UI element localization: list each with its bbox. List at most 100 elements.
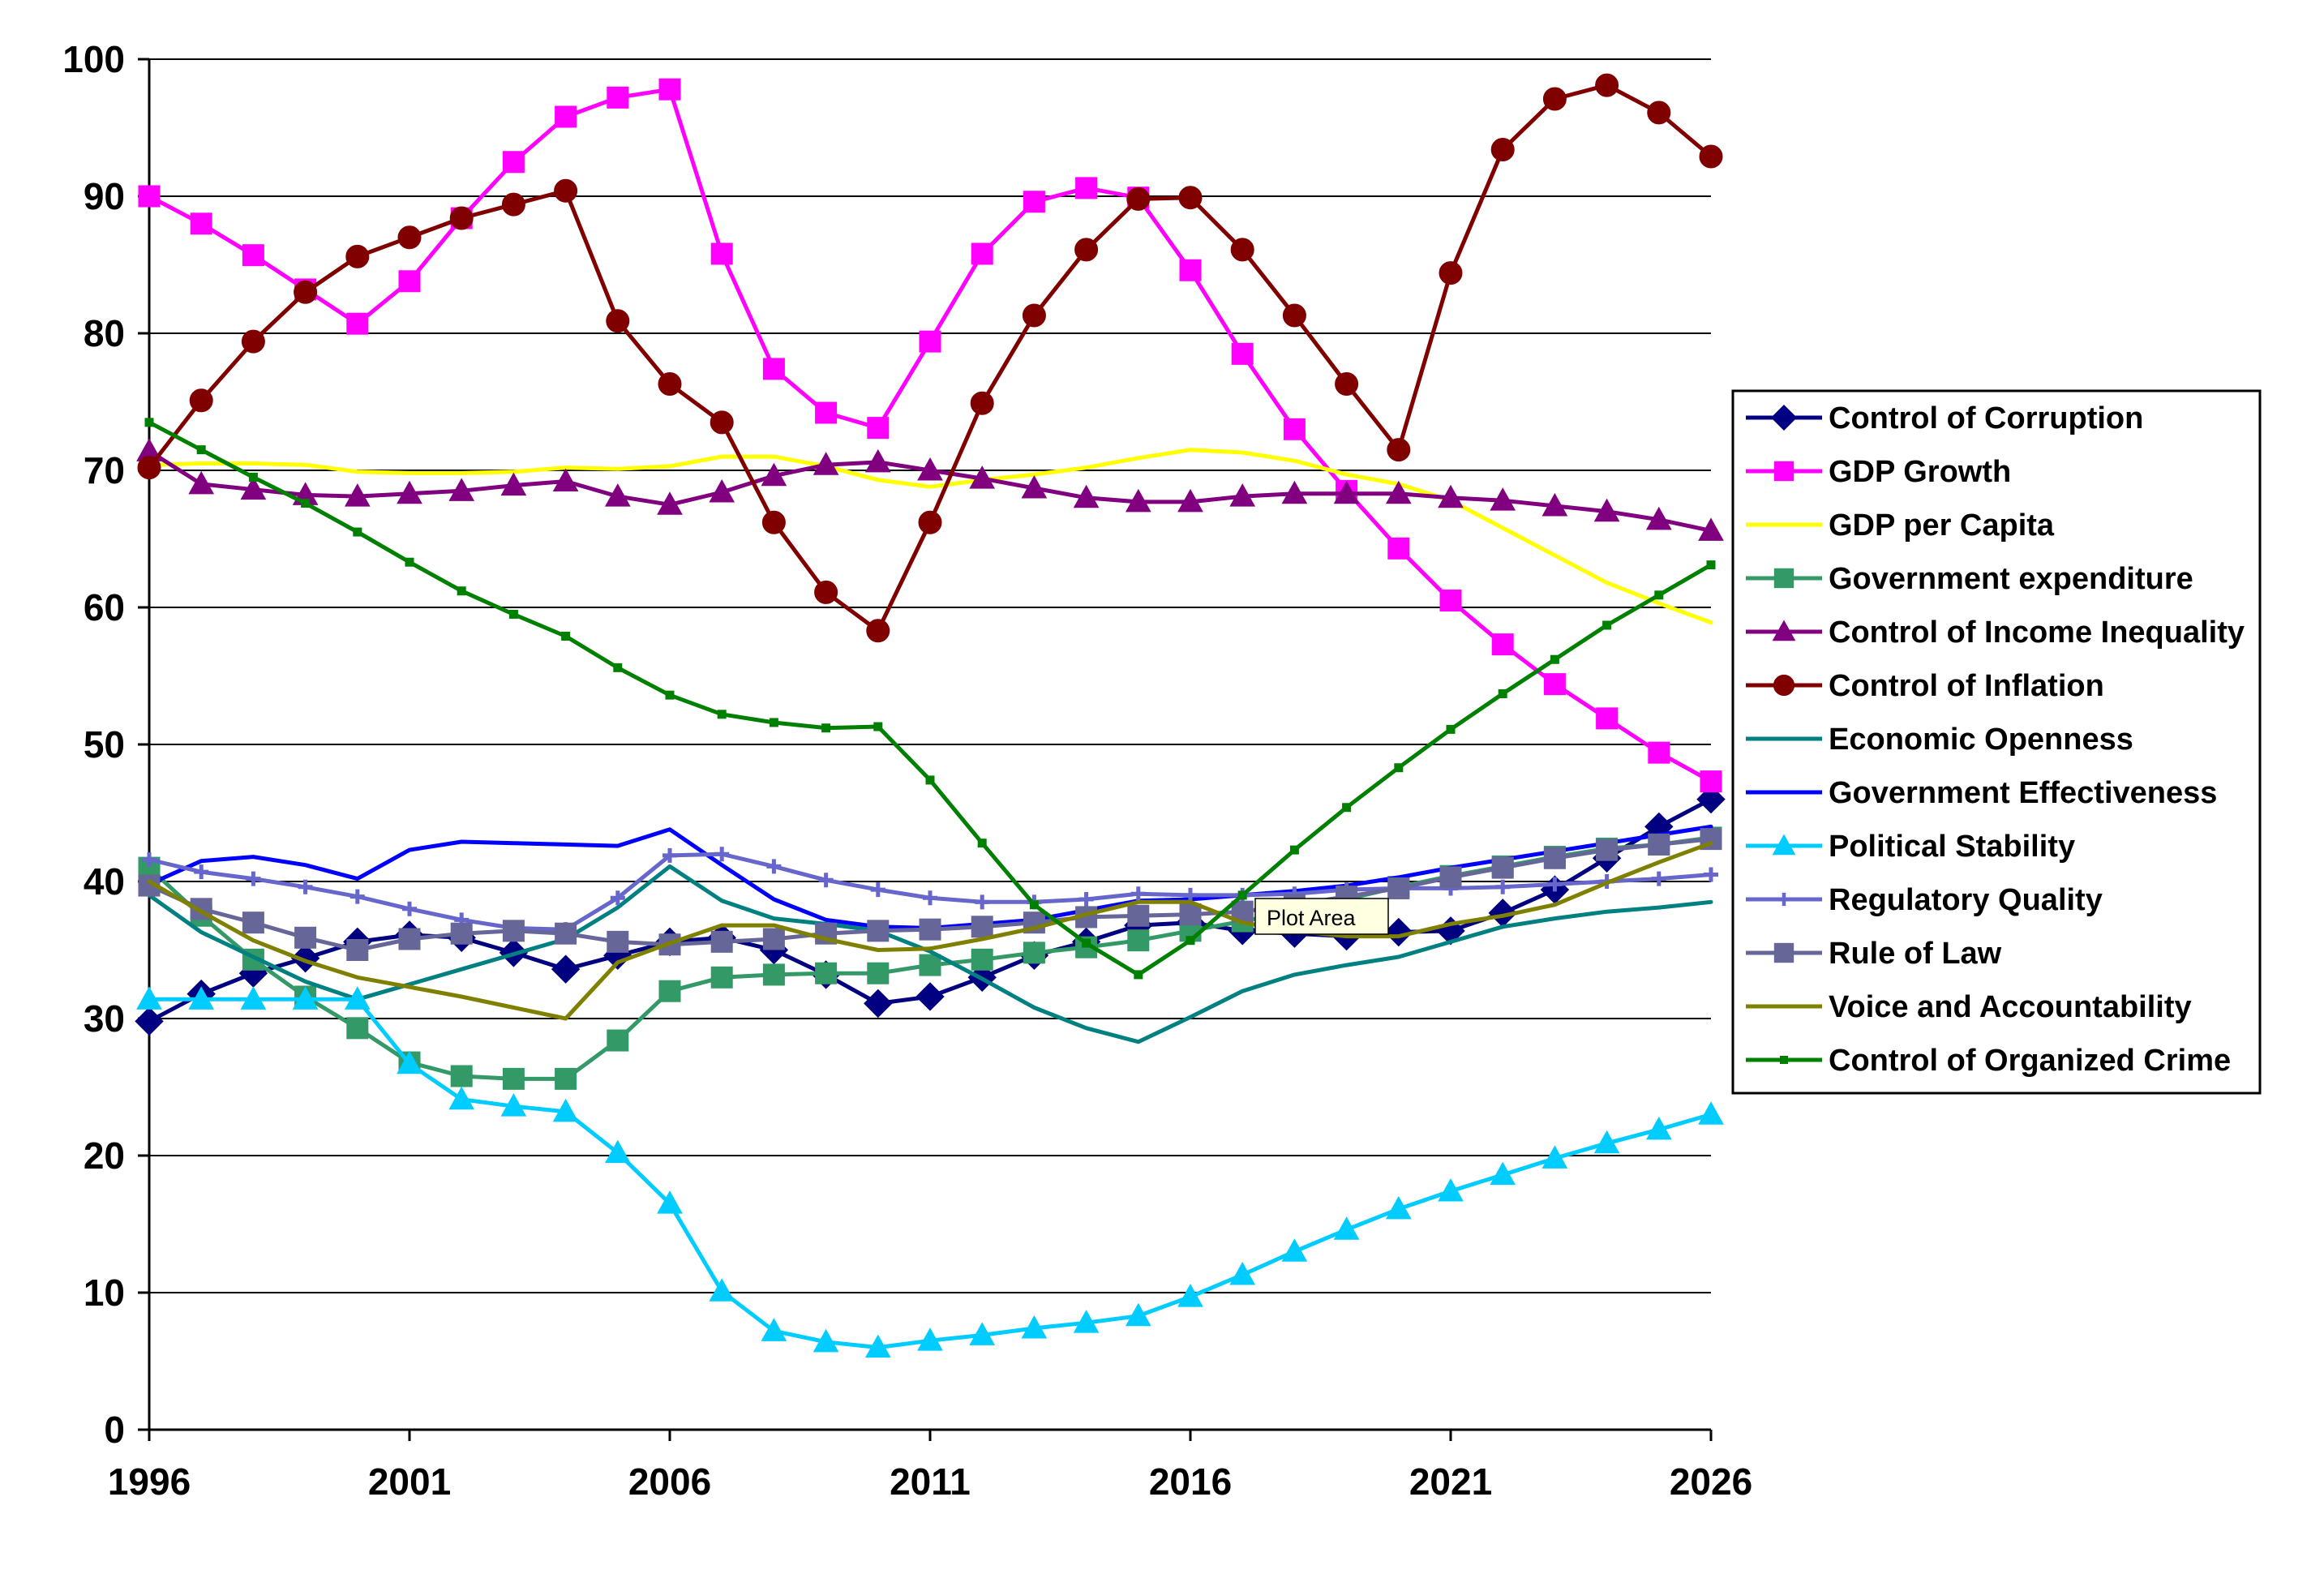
data-point [502,151,525,174]
legend-entry: Control of Organized Crime [1746,1044,2231,1078]
legend-box [1731,389,2262,1095]
data-point [1387,537,1410,560]
data-point [1125,1302,1151,1327]
data-point [349,889,365,904]
data-point [292,986,319,1010]
data-point [1645,506,1672,530]
data-point [346,939,369,961]
data-point [561,631,571,641]
data-point [864,448,891,473]
legend-swatch-marker [1772,620,1796,641]
data-point [919,954,941,976]
data-point [196,445,206,455]
gridlines [149,58,1711,1293]
data-point [821,723,831,733]
data-point [1177,1284,1203,1307]
data-point [971,916,993,938]
data-point [1127,904,1150,927]
legend-entry: Political Stability [1746,830,2075,864]
legend-swatch-marker [1773,568,1794,589]
series-control-of-income-inequality [136,438,1724,541]
data-point [1230,238,1254,262]
data-point [189,388,213,413]
data-point [405,557,414,567]
data-point [1438,484,1464,508]
data-point [502,920,525,942]
data-point [1394,763,1404,773]
data-point [450,1065,473,1087]
data-point [1699,144,1723,169]
data-point [555,105,577,128]
data-point [818,873,834,888]
series-voice-and-accountability [147,841,1713,1021]
legend-entry: GDP per Capita [1746,508,2055,543]
legend-label: Control of Corruption [1829,401,2143,435]
x-tick-label: 2011 [890,1460,971,1503]
data-point [1593,1130,1620,1154]
data-point [344,483,371,507]
x-tick-label: 2001 [368,1460,451,1503]
legend-swatch-marker [1772,834,1796,856]
data-point [501,192,525,217]
data-point [658,78,681,101]
data-point [241,329,265,354]
x-tick-label: 1996 [108,1460,191,1503]
data-point [402,901,417,916]
data-point [552,468,579,492]
legend-swatch-marker [1770,404,1798,431]
legend-entry: Voice and Accountability [1746,990,2192,1024]
data-point [1384,917,1413,947]
data-point [1023,191,1045,213]
data-point [500,1093,527,1117]
data-point [607,930,629,953]
data-point [397,1050,422,1074]
legend-label: Economic Openness [1829,723,2133,757]
tooltip-text: Plot Area [1267,906,1357,930]
data-point [1602,620,1612,630]
data-point [344,986,371,1010]
data-point [1439,590,1462,612]
data-point [977,839,987,848]
data-point [1491,633,1514,656]
data-point [710,410,734,435]
data-point [1648,741,1670,764]
data-point [1074,238,1099,262]
data-point [970,391,994,415]
series-political-stability [136,986,1724,1358]
data-point [710,966,733,989]
data-point [1021,474,1048,499]
legend-entry: Government expenditure [1746,562,2193,596]
data-point [1438,1177,1464,1202]
data-point [188,470,215,495]
y-tick-label: 40 [84,860,125,903]
data-point [761,510,786,534]
data-point [555,1067,577,1090]
data-point [665,690,675,700]
data-point [864,989,893,1019]
legend-label: Voice and Accountability [1829,990,2192,1024]
legend-label: Government expenditure [1829,562,2193,596]
legend-label: Regulatory Quality [1829,883,2103,917]
data-point [1179,903,1202,926]
data-point [864,1334,891,1358]
legend-label: Political Stability [1829,830,2075,864]
data-point [658,372,682,397]
data-point [657,1190,683,1214]
data-point [1648,833,1670,856]
data-point [1543,847,1566,869]
data-point [813,1328,839,1353]
data-point [138,185,161,208]
data-point [815,401,838,424]
legend-swatch-marker [1773,461,1794,482]
y-tick-label: 80 [84,312,125,354]
data-point [1596,839,1619,861]
data-point [1439,866,1462,889]
data-point [1082,938,1091,948]
data-point [1130,886,1146,902]
data-point [917,1328,943,1351]
data-point [971,948,993,971]
data-point [710,242,733,265]
legend-entry: Economic Openness [1746,723,2133,757]
data-point [345,244,370,268]
